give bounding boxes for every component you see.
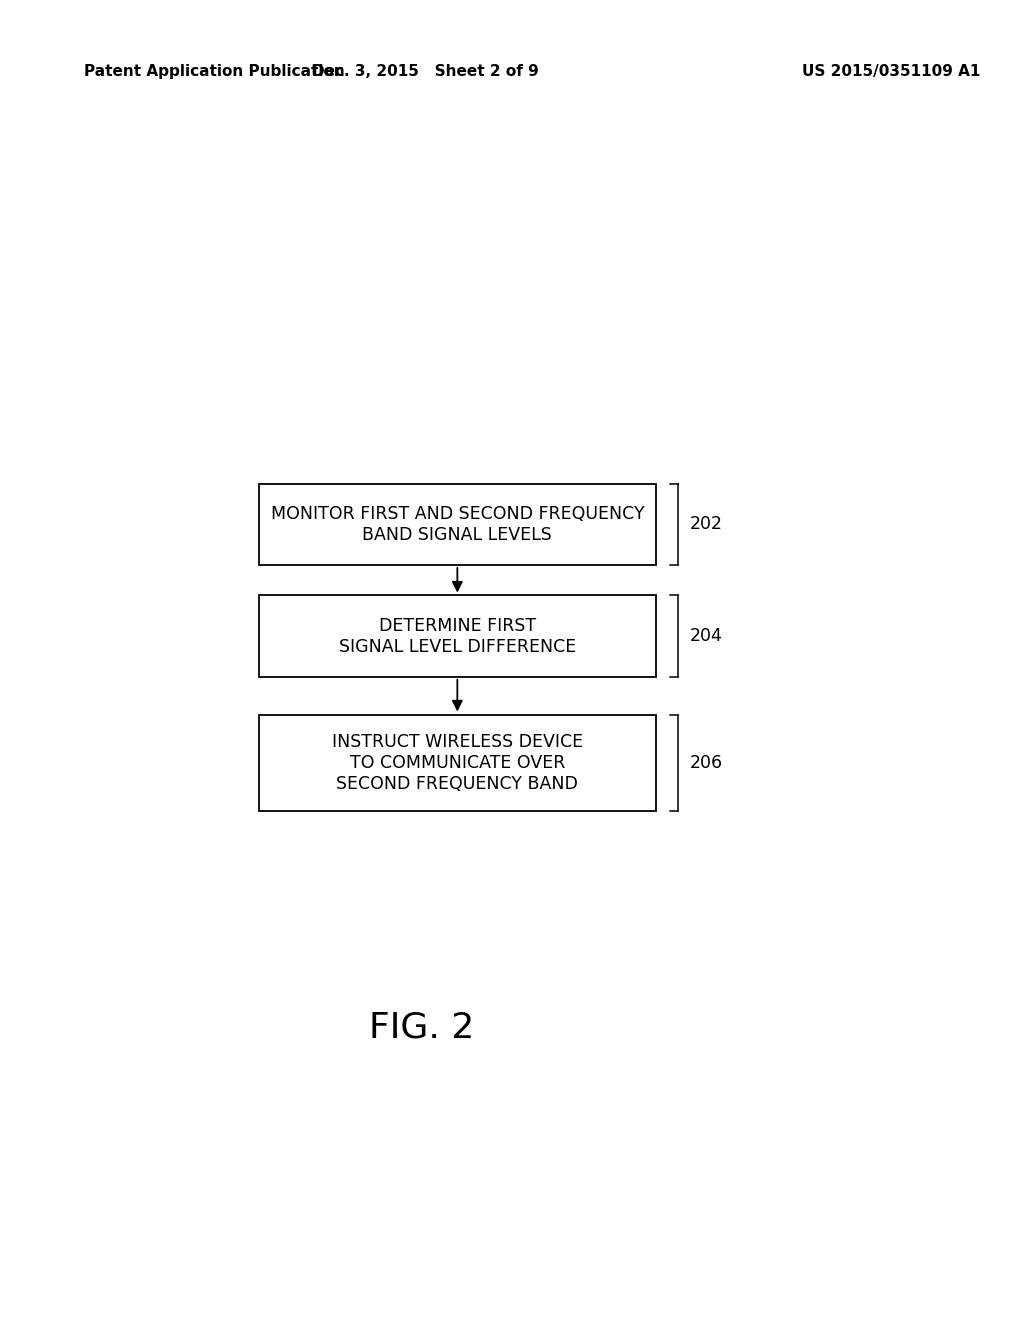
Bar [259, 595, 655, 677]
Text: 206: 206 [690, 754, 723, 772]
Text: US 2015/0351109 A1: US 2015/0351109 A1 [802, 63, 980, 79]
Bar [259, 715, 655, 812]
Text: 204: 204 [690, 627, 723, 645]
Text: DETERMINE FIRST
SIGNAL LEVEL DIFFERENCE: DETERMINE FIRST SIGNAL LEVEL DIFFERENCE [339, 616, 575, 656]
Text: Patent Application Publication: Patent Application Publication [84, 63, 345, 79]
Text: INSTRUCT WIRELESS DEVICE
TO COMMUNICATE OVER
SECOND FREQUENCY BAND: INSTRUCT WIRELESS DEVICE TO COMMUNICATE … [332, 734, 583, 793]
Text: 202: 202 [690, 515, 723, 533]
Text: MONITOR FIRST AND SECOND FREQUENCY
BAND SIGNAL LEVELS: MONITOR FIRST AND SECOND FREQUENCY BAND … [270, 506, 644, 544]
Text: FIG. 2: FIG. 2 [369, 1010, 474, 1044]
Bar [259, 483, 655, 565]
Text: Dec. 3, 2015   Sheet 2 of 9: Dec. 3, 2015 Sheet 2 of 9 [311, 63, 539, 79]
